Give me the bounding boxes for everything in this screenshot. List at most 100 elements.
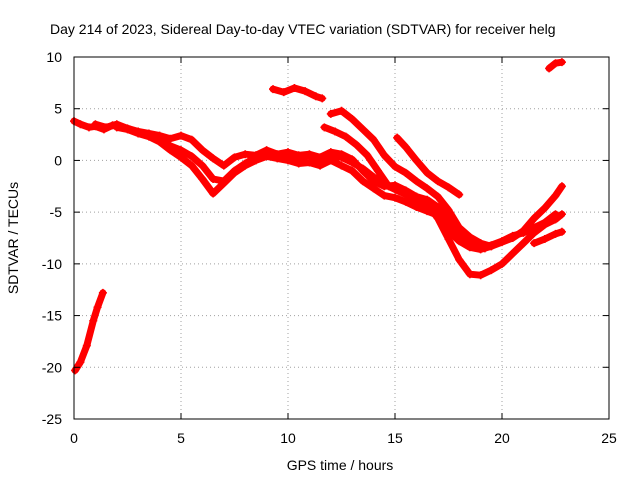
data-point-marker (401, 142, 410, 151)
data-point-marker (433, 192, 442, 201)
data-point-marker (433, 202, 442, 211)
data-point-marker (540, 220, 549, 229)
plot-frame (73, 56, 610, 420)
data-point-marker (241, 161, 250, 170)
data-point-marker (519, 239, 528, 248)
data-point-marker (98, 288, 107, 297)
data-point-marker (301, 87, 310, 96)
data-point-marker (93, 303, 102, 312)
series-line (320, 123, 489, 252)
data-point-marker (331, 127, 340, 136)
data-point-marker (89, 316, 98, 325)
data-point-marker (326, 109, 335, 118)
data-point-marker (358, 166, 367, 175)
data-point-marker (337, 106, 346, 115)
data-point-marker (209, 189, 218, 198)
data-point-marker (198, 175, 207, 184)
chart-title: Day 214 of 2023, Sidereal Day-to-day VTE… (50, 21, 556, 37)
x-tick-label: 0 (70, 430, 78, 446)
data-point-marker (540, 235, 549, 244)
data-point-marker (391, 193, 399, 202)
data-point-marker (412, 156, 421, 165)
data-point-marker (508, 234, 517, 242)
data-point-marker (416, 199, 425, 208)
data-point-marker (373, 166, 382, 175)
data-point-marker (487, 242, 496, 251)
data-point-marker (209, 154, 218, 163)
series-trace-7 (269, 84, 327, 103)
data-point-marker (438, 214, 447, 223)
data-point-marker (551, 215, 560, 224)
data-point-marker (455, 223, 464, 232)
data-point-marker (476, 271, 485, 280)
series-line (530, 228, 566, 247)
data-point-marker (444, 183, 453, 192)
data-point-marker (423, 168, 432, 177)
data-point-marker (144, 129, 153, 138)
data-point-marker (358, 177, 367, 186)
x-tick-label: 5 (177, 430, 185, 446)
data-point-marker (318, 94, 327, 103)
x-tick-label: 10 (280, 430, 296, 446)
data-point-marker (82, 341, 91, 350)
data-point-marker (177, 146, 185, 155)
series-line (70, 117, 559, 250)
series-line (327, 107, 495, 250)
data-point-marker (380, 151, 389, 160)
data-point-marker (273, 150, 282, 159)
data-point-marker (305, 150, 314, 159)
data-point-marker (76, 120, 85, 129)
data-point-marker (198, 161, 207, 170)
y-tick-label: 0 (54, 152, 62, 168)
data-point-marker (530, 228, 539, 237)
data-point-marker (401, 168, 410, 177)
data-point-marker (363, 151, 372, 160)
data-point-marker (551, 229, 560, 238)
data-point-marker (305, 158, 314, 167)
series-trace-4 (326, 106, 496, 251)
series-trace-10 (530, 227, 566, 248)
data-point-marker (284, 156, 292, 165)
data-point-marker (530, 239, 539, 248)
data-point-marker (269, 85, 278, 94)
data-point-marker (557, 58, 566, 67)
axis-ticks: 0 5 10 15 20 25 -25 -20 -15 -10 -5 0 5 10 (42, 49, 617, 446)
x-tick-label: 25 (601, 430, 617, 446)
data-point-marker (540, 204, 549, 213)
data-point-marker (230, 153, 239, 162)
data-point-marker (134, 127, 143, 136)
data-point-marker (480, 244, 489, 253)
data-point-marker (455, 255, 464, 264)
data-point-marker (294, 151, 303, 160)
data-point-marker (166, 134, 175, 143)
series-line (113, 123, 566, 253)
data-point-marker (241, 150, 250, 159)
data-point-marker (320, 123, 329, 132)
data-point-marker (348, 155, 357, 164)
data-point-marker (84, 123, 93, 132)
data-point-marker (508, 249, 517, 258)
data-point-marker (187, 135, 196, 144)
data-point-marker (198, 146, 207, 155)
data-point-marker (219, 179, 228, 188)
data-point-marker (326, 156, 335, 165)
data-point-marker (393, 133, 402, 142)
data-point-marker (112, 120, 121, 129)
data-point-marker (155, 131, 164, 140)
data-point-marker (337, 161, 346, 170)
data-point-marker (230, 168, 239, 177)
series-trace-9 (545, 58, 566, 73)
data-point-marker (326, 148, 335, 157)
data-point-marker (279, 88, 288, 97)
data-point-marker (380, 191, 389, 200)
data-point-marker (166, 146, 175, 155)
data-point-marker (412, 177, 421, 186)
data-point-marker (251, 151, 260, 160)
data-point-marker (498, 259, 506, 268)
series-trace-8 (71, 288, 107, 375)
data-point-marker (498, 238, 506, 247)
data-point-marker (545, 64, 554, 73)
data-point-marker (369, 177, 378, 186)
data-point-marker (352, 140, 361, 149)
data-point-marker (384, 182, 393, 191)
